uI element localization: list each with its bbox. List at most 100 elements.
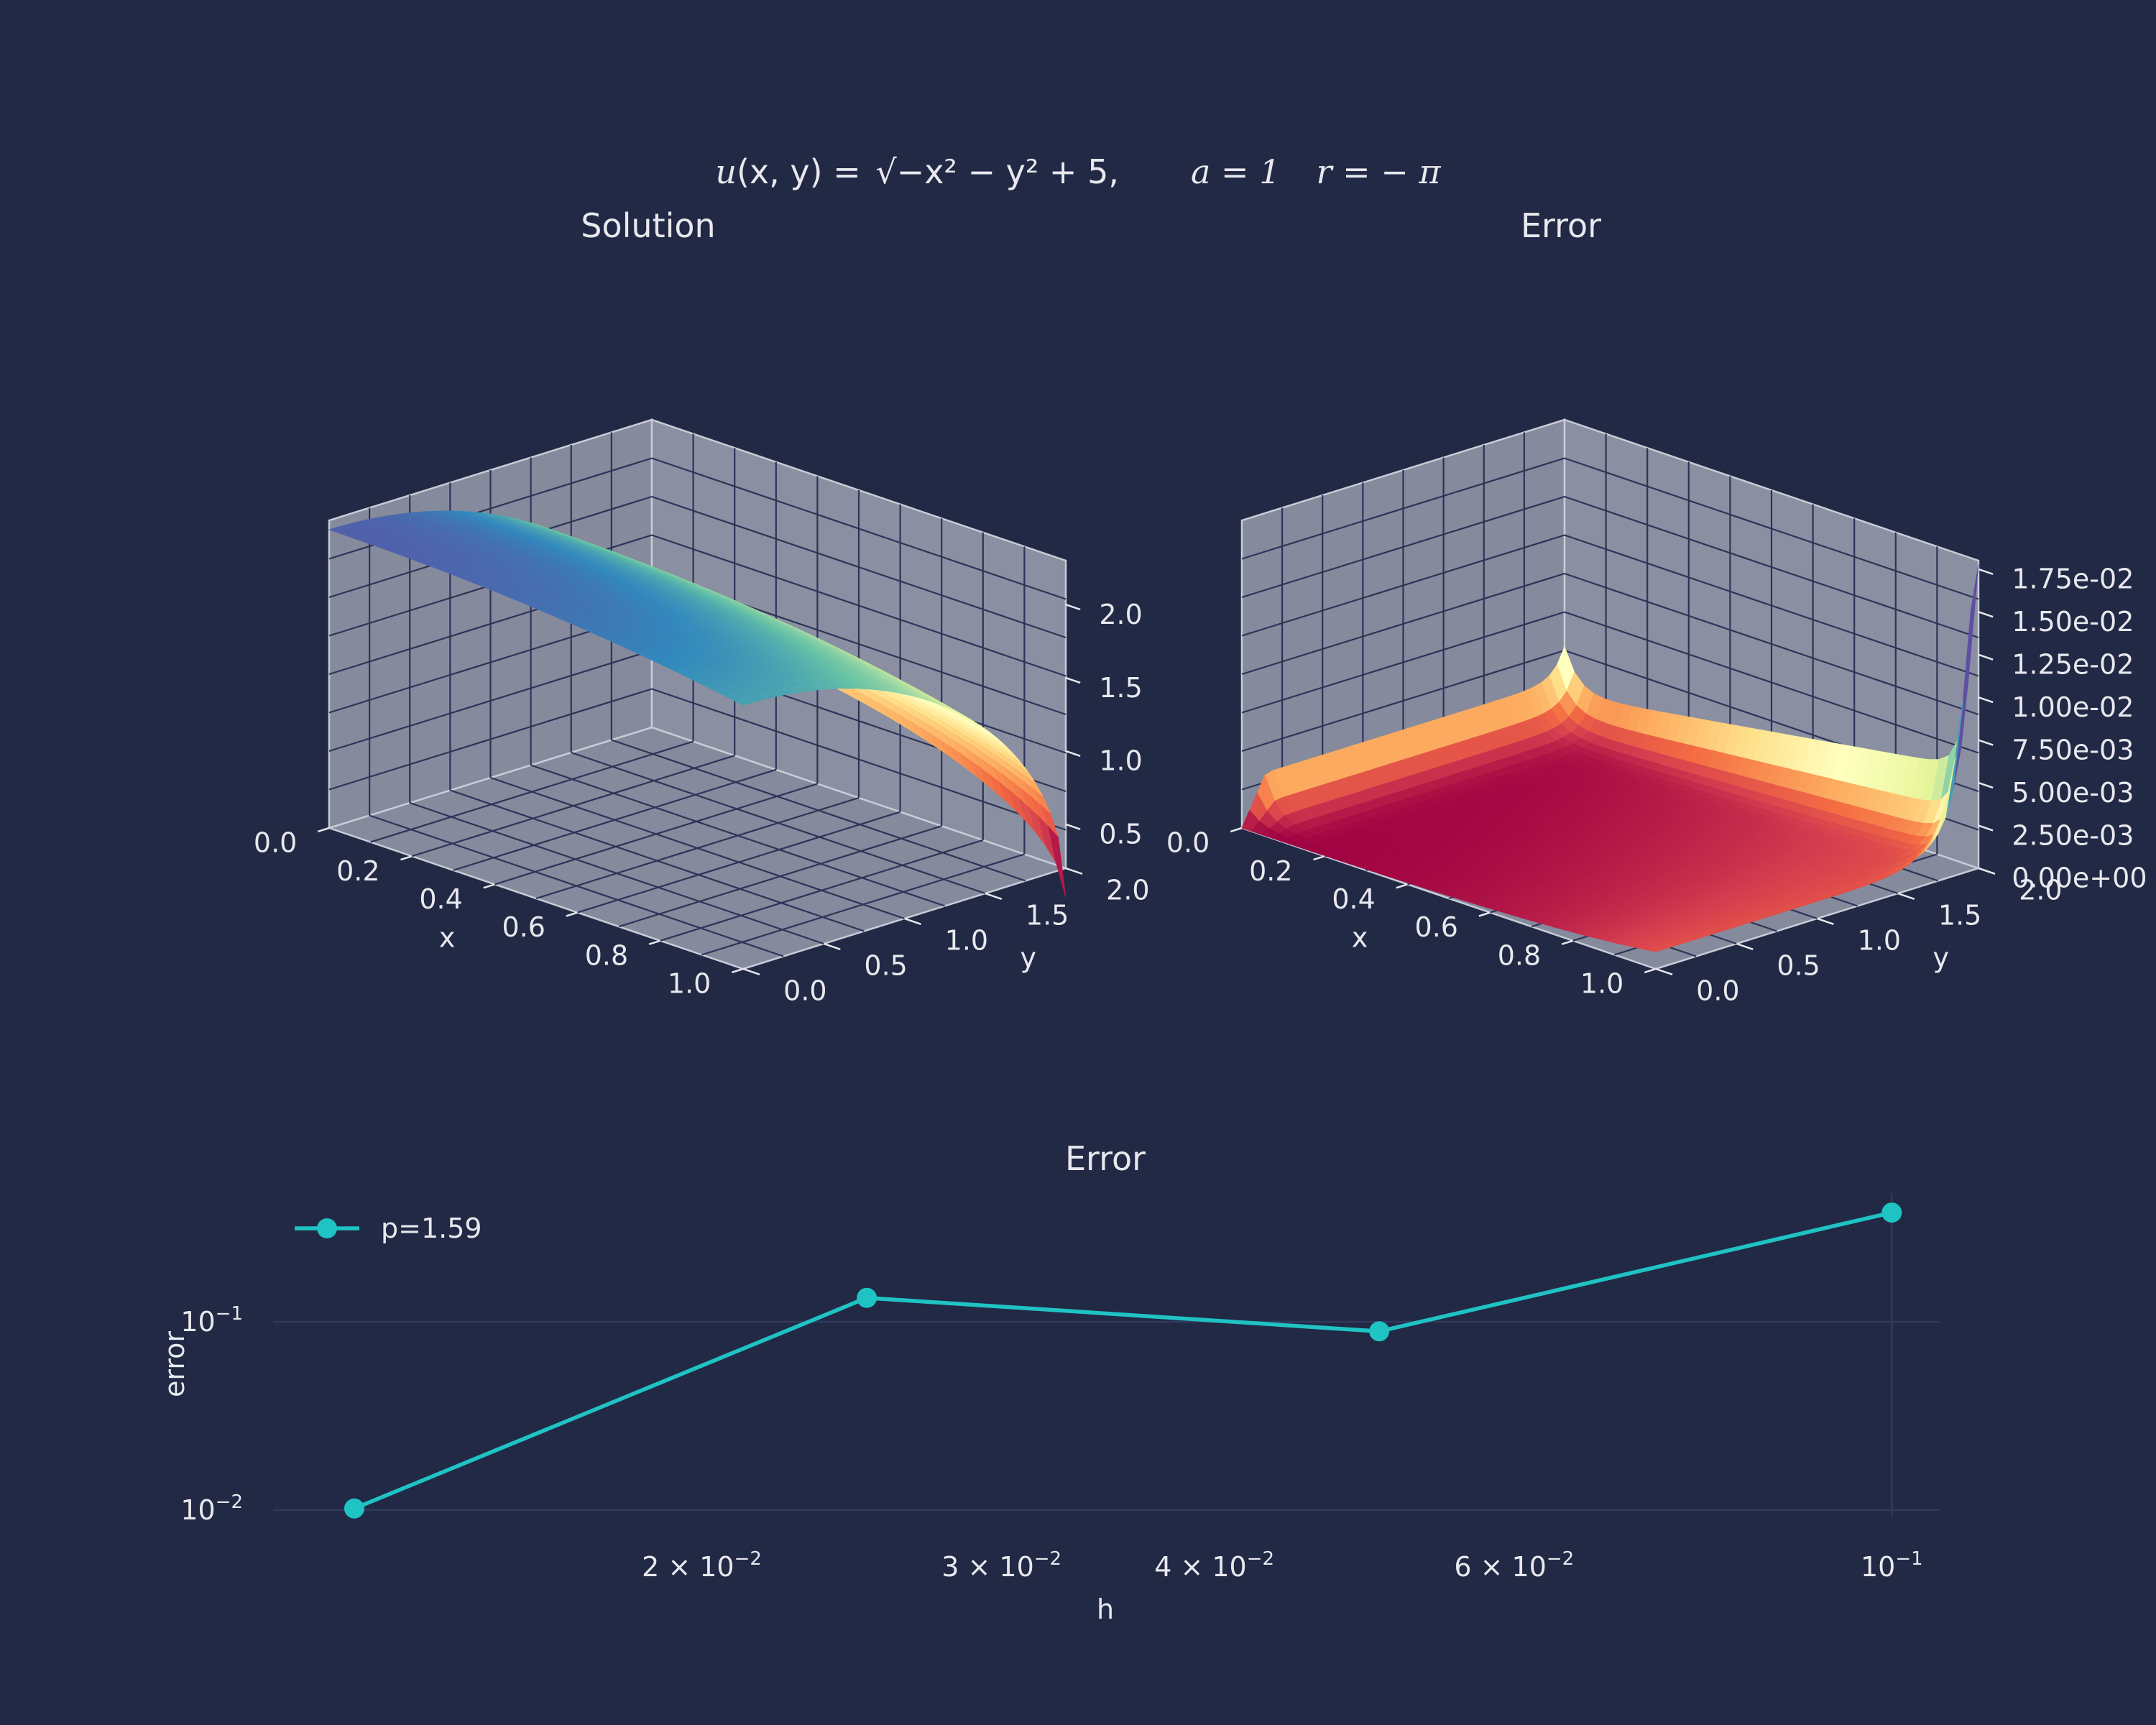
z-tick — [1978, 696, 1994, 704]
z-tick — [1978, 867, 1994, 875]
y-tick-label: 2.0 — [2019, 874, 2062, 906]
z-tick — [1978, 824, 1994, 832]
y-tick-label: 0.5 — [864, 949, 907, 981]
z-tick — [1065, 676, 1081, 684]
legend-marker — [317, 1218, 337, 1238]
y-tick-label: 2.0 — [1106, 874, 1149, 906]
x-tick — [400, 855, 413, 861]
gridline — [1241, 495, 1565, 599]
gridline — [1241, 649, 1565, 753]
data-point — [1881, 1202, 1902, 1223]
gridline — [1564, 495, 1979, 639]
y-tick — [1065, 867, 1083, 875]
x-tick-label: 0.8 — [585, 939, 628, 971]
x-tick-label: 0.4 — [1332, 883, 1375, 915]
y-tick — [1817, 917, 1834, 926]
surface — [328, 510, 1067, 898]
gridline — [611, 739, 1026, 882]
y-axis-label: y — [1933, 942, 1950, 974]
gridline — [1241, 534, 1565, 637]
x-tick — [648, 939, 661, 945]
surface-patch — [732, 697, 752, 706]
x-tick-label: 4 × 10−2 — [1154, 1548, 1274, 1583]
z-tick — [1978, 653, 1994, 661]
x-tick — [1230, 827, 1243, 833]
gridline — [328, 688, 653, 791]
gridline — [1564, 534, 1979, 677]
z-tick-label: 2.50e-03 — [2012, 819, 2134, 851]
z-tick-label: 1.5 — [1099, 672, 1142, 704]
gridline — [1564, 457, 1979, 600]
z-tick-label: 1.25e-02 — [2012, 648, 2134, 680]
y-tick-label: 1.0 — [1858, 924, 1901, 956]
z-tick-label: 7.50e-03 — [2012, 734, 2134, 765]
y-tick-label: 0.5 — [1777, 949, 1820, 981]
z-tick-label: 0.5 — [1099, 819, 1142, 850]
x-tick-label: 0.0 — [1166, 827, 1210, 859]
gridline — [651, 534, 1067, 677]
x-tick — [483, 883, 495, 889]
x-tick-label: 0.8 — [1498, 939, 1541, 971]
data-point — [857, 1287, 877, 1308]
x-tick-label: 3 × 10−2 — [941, 1548, 1061, 1583]
error-line-panel: 10−1 10−2 2 × 10−2 3 × 10−2 4 × 10−2 6 × 10−2… — [159, 1193, 1940, 1625]
x-axis-label: x — [439, 921, 456, 953]
legend-label: p=1.59 — [381, 1213, 482, 1244]
gridline — [1241, 611, 1565, 714]
z-tick — [1978, 781, 1994, 789]
error-3d-panel: 0.0 0.2 0.4 0.6 0.8 1.0 0.0 0.5 1.0 1.5 2.00.00e+0… — [1166, 418, 2147, 1006]
y-tick-label: 10−2 — [180, 1491, 243, 1526]
x-tick-label: 0.6 — [502, 911, 545, 943]
x-axis-label: h — [1097, 1593, 1114, 1625]
z-tick — [1978, 739, 1994, 746]
solution-title: Solution — [581, 206, 715, 245]
y-tick — [742, 967, 760, 976]
x-tick — [1561, 939, 1574, 945]
z-tick-label: 1.0 — [1099, 745, 1142, 777]
y-tick-label: 0.0 — [1696, 975, 1739, 1006]
x-tick — [1313, 855, 1325, 861]
gridline — [530, 764, 945, 907]
sqrt-body: −x² − y² + 5 — [897, 152, 1109, 191]
x-tick-label: 0.6 — [1415, 911, 1458, 943]
x-tick-label: 1.0 — [668, 968, 711, 1000]
gridline — [1241, 572, 1565, 676]
z-tick-label: 5.00e-03 — [2012, 777, 2134, 809]
x-tick-label: 0.0 — [254, 827, 297, 859]
gridline — [571, 751, 986, 895]
y-tick — [1655, 967, 1673, 976]
x-tick — [1478, 911, 1491, 917]
x-tick-label: 0.2 — [336, 855, 379, 887]
y-tick-label: 1.5 — [1938, 899, 1981, 931]
z-tick-label: 1.00e-02 — [2012, 691, 2134, 723]
x-tick-label: 1.0 — [1580, 968, 1623, 1000]
x-tick-label: 2 × 10−2 — [642, 1548, 762, 1583]
x-tick — [731, 967, 744, 974]
y-tick-label: 10−1 — [180, 1303, 243, 1338]
gridline — [1564, 572, 1979, 716]
z-tick-label: 1.50e-02 — [2012, 606, 2134, 638]
y-tick — [904, 917, 921, 926]
x-tick-label: 0.4 — [419, 883, 462, 915]
gridline — [409, 801, 824, 945]
y-axis-label: y — [1021, 942, 1037, 974]
z-tick — [1065, 823, 1081, 830]
z-tick — [1065, 750, 1081, 757]
y-tick — [1736, 942, 1754, 951]
error-line-title: Error — [1065, 1139, 1146, 1178]
gridline — [328, 649, 653, 753]
gridline — [651, 457, 1067, 600]
y-tick-label: 0.0 — [783, 975, 826, 1006]
x-tick-label: 10−1 — [1861, 1548, 1923, 1583]
x-tick-label: 6 × 10−2 — [1454, 1548, 1574, 1583]
z-tick-label: 1.75e-02 — [2012, 564, 2134, 595]
data-point — [344, 1498, 364, 1519]
error-surface-title: Error — [1521, 206, 1601, 245]
z-tick-label: 0.00e+00 — [2012, 862, 2147, 894]
surface — [1241, 564, 1979, 952]
z-tick — [1065, 603, 1081, 611]
gridline — [1241, 457, 1565, 560]
gridline — [369, 814, 784, 957]
